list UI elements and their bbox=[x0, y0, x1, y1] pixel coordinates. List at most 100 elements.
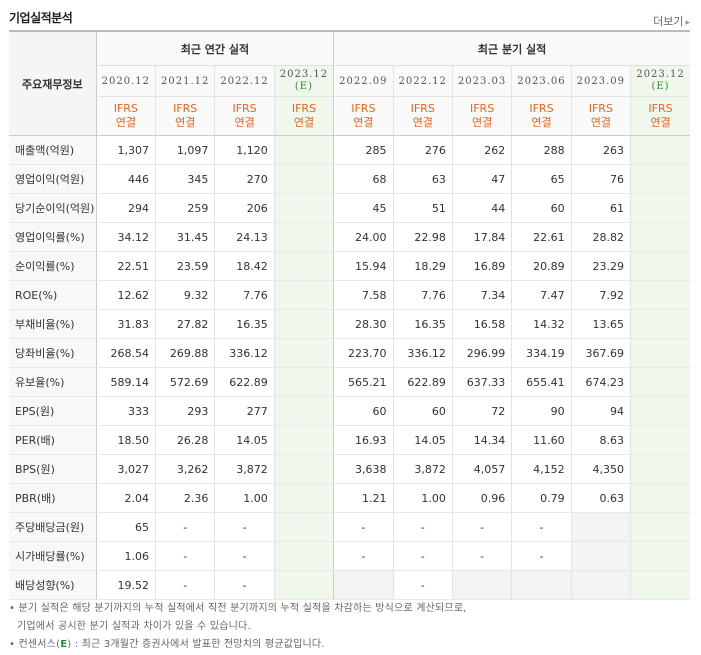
period-header: 2023.09 bbox=[570, 65, 631, 97]
period-label: 2022.12 bbox=[220, 75, 269, 87]
accounting-standard: IFRS 연결 bbox=[570, 96, 631, 136]
standard-consolidated: 연결 bbox=[175, 116, 196, 129]
annual-value: 18.50 bbox=[95, 425, 156, 455]
annual-value: 23.59 bbox=[155, 251, 215, 281]
quarter-estimate-value bbox=[630, 338, 690, 368]
accounting-standard: IFRS 연결 bbox=[333, 96, 394, 136]
annual-estimate-value bbox=[273, 222, 334, 252]
quarter-value: 637.33 bbox=[451, 367, 512, 397]
annual-value: 26.28 bbox=[155, 425, 215, 455]
period-label: 2021.12 bbox=[161, 75, 210, 87]
annual-value: 446 bbox=[95, 164, 156, 194]
period-header: 2020.12 bbox=[95, 65, 156, 97]
quarter-value: 7.76 bbox=[392, 280, 453, 310]
table-row: EPS(원) 333 293 277 60 60 72 90 94 bbox=[9, 396, 690, 426]
quarter-value: - bbox=[451, 512, 512, 542]
table-row: 부채비율(%) 31.83 27.82 16.35 28.30 16.35 16.58 14.… bbox=[9, 309, 690, 339]
period-header: 2021.12 bbox=[155, 65, 215, 97]
period-header: 2023.06 bbox=[511, 65, 572, 97]
quarter-estimate-value bbox=[630, 512, 690, 542]
footnote-1-cont: 기업에서 공시한 분기 실적과 차이가 있을 수 있습니다. bbox=[17, 621, 251, 632]
period-header: 2022.12 bbox=[214, 65, 275, 97]
quarter-value: - bbox=[511, 512, 572, 542]
annual-estimate-value bbox=[273, 135, 334, 165]
table-row: 주당배당금(원) 65- - - - - - bbox=[9, 512, 690, 542]
period-header: 2022.12 bbox=[392, 65, 453, 97]
quarter-value: 565.21 bbox=[333, 367, 394, 397]
row-label: 시가배당률(%) bbox=[9, 541, 97, 571]
quarter-value: 15.94 bbox=[333, 251, 394, 281]
quarter-value: 7.58 bbox=[333, 280, 394, 310]
annual-value: 16.35 bbox=[214, 309, 275, 339]
table-row: 시가배당률(%) 1.06- - - - - - bbox=[9, 541, 690, 571]
quarter-value bbox=[451, 570, 512, 600]
annual-value: 293 bbox=[155, 396, 215, 426]
quarter-value: 17.84 bbox=[451, 222, 512, 252]
quarter-value: 0.79 bbox=[511, 483, 572, 513]
annual-value: 14.05 bbox=[214, 425, 275, 455]
row-label: 유보율(%) bbox=[9, 367, 97, 397]
annual-value: 345 bbox=[155, 164, 215, 194]
quarter-value: 22.61 bbox=[511, 222, 572, 252]
annual-value: 3,027 bbox=[95, 454, 156, 484]
table-row: BPS(원) 3,027 3,262 3,872 3,638 3,872 4,057 4,15… bbox=[9, 454, 690, 484]
quarter-value: 24.00 bbox=[333, 222, 394, 252]
period-label: 2023.09 bbox=[576, 75, 626, 87]
quarter-value: 296.99 bbox=[451, 338, 512, 368]
annual-value: - bbox=[155, 512, 215, 542]
row-label: EPS(원) bbox=[9, 396, 97, 426]
annual-value: 19.52 bbox=[95, 570, 156, 600]
quarter-value: 72 bbox=[451, 396, 512, 426]
quarter-value: 11.60 bbox=[511, 425, 572, 455]
footnote-2: • 컨센서스(E) : 최근 3개월간 증권사에서 발표한 전망치의 평균값입니… bbox=[9, 636, 467, 654]
annual-value: 1.06 bbox=[95, 541, 156, 571]
period-label: 2023.12 bbox=[279, 69, 329, 80]
standard-ifrs: IFRS bbox=[232, 102, 257, 115]
quarter-value: 60 bbox=[333, 396, 394, 426]
standard-consolidated: 연결 bbox=[353, 116, 374, 129]
standard-consolidated: 연결 bbox=[293, 116, 315, 129]
quarter-value: 1.00 bbox=[392, 483, 453, 513]
annual-estimate-value bbox=[273, 512, 334, 542]
panel-title: 기업실적분석 bbox=[9, 11, 73, 25]
table-row: 당좌비율(%) 268.54 269.88 336.12 223.70 336.12 296… bbox=[9, 338, 690, 368]
period-label: 2022.09 bbox=[339, 75, 388, 87]
accounting-standard: IFRS 연결 bbox=[630, 96, 690, 136]
standard-consolidated: 연결 bbox=[471, 116, 493, 129]
quarter-value: 3,872 bbox=[392, 454, 453, 484]
annual-value: 270 bbox=[214, 164, 275, 194]
annual-estimate-value bbox=[273, 164, 334, 194]
quarter-estimate-value bbox=[630, 483, 690, 513]
annual-value: 7.76 bbox=[214, 280, 275, 310]
row-label: 주당배당금(원) bbox=[9, 512, 97, 542]
annual-value: - bbox=[155, 570, 215, 600]
accounting-standard: IFRS 연결 bbox=[273, 96, 334, 136]
annual-value: - bbox=[214, 570, 275, 600]
period-header: 2023.03 bbox=[451, 65, 512, 97]
quarter-value: 655.41 bbox=[511, 367, 572, 397]
standard-consolidated: 연결 bbox=[590, 116, 611, 129]
quarter-value: 94 bbox=[570, 396, 631, 426]
quarter-value: 23.29 bbox=[570, 251, 631, 281]
quarter-estimate-value bbox=[630, 570, 690, 600]
more-link[interactable]: 더보기 ▸ bbox=[653, 13, 690, 29]
table-row: 매출액(억원) 1,307 1,097 1,120 285 276 262 288 263 bbox=[9, 135, 690, 165]
annual-value: 1.00 bbox=[214, 483, 275, 513]
annual-value: 268.54 bbox=[95, 338, 156, 368]
row-label: PER(배) bbox=[9, 425, 97, 455]
quarter-estimate-value bbox=[630, 222, 690, 252]
quarter-value: 16.35 bbox=[392, 309, 453, 339]
annual-group-header: 최근 연간 실적 bbox=[95, 30, 334, 66]
annual-value: 572.69 bbox=[155, 367, 215, 397]
standard-ifrs: IFRS bbox=[648, 102, 673, 115]
annual-value: 336.12 bbox=[214, 338, 275, 368]
quarter-value: - bbox=[392, 570, 453, 600]
row-label: BPS(원) bbox=[9, 454, 97, 484]
quarter-value: 4,350 bbox=[570, 454, 631, 484]
annual-value: 589.14 bbox=[95, 367, 156, 397]
table-row: PBR(배) 2.04 2.36 1.00 1.21 1.00 0.96 0.79 0.63 bbox=[9, 483, 690, 513]
quarter-value: 8.63 bbox=[570, 425, 631, 455]
quarter-value: 14.34 bbox=[451, 425, 512, 455]
annual-estimate-value bbox=[273, 396, 334, 426]
period-label: 2020.12 bbox=[101, 75, 150, 87]
